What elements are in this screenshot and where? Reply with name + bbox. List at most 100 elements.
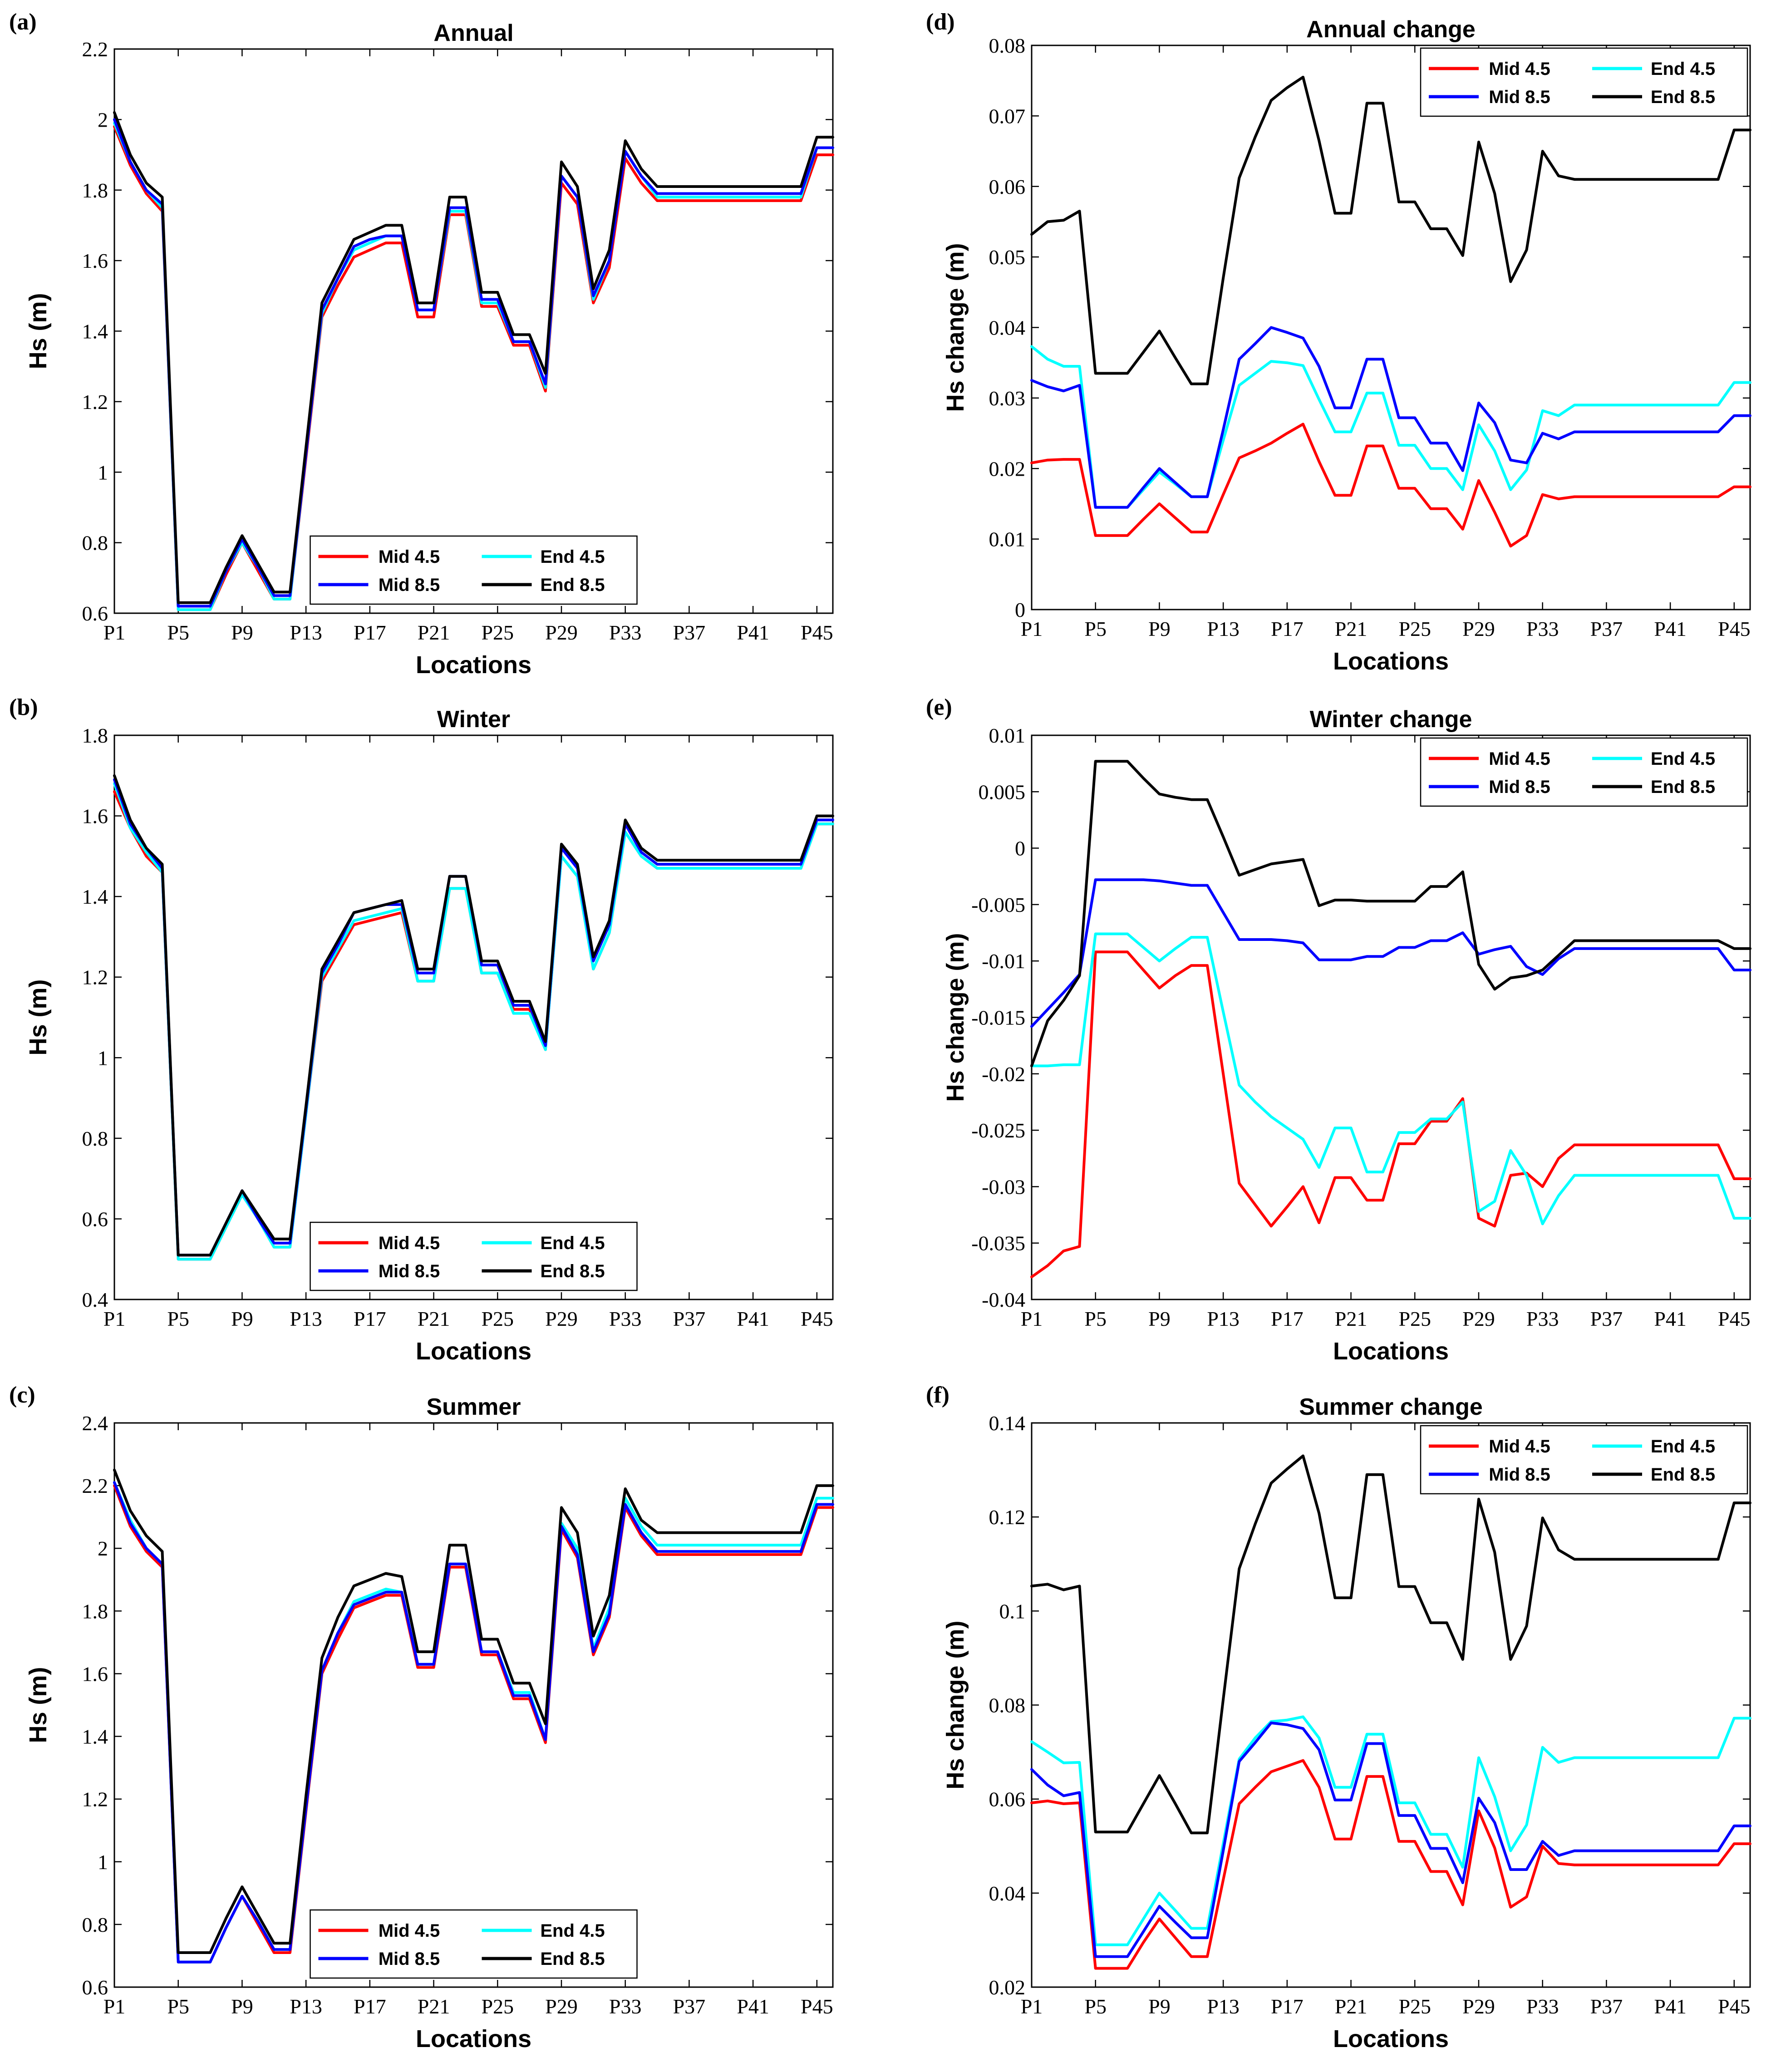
y-tick-label: 1.8 bbox=[82, 724, 108, 747]
series-line-mid-8-5 bbox=[113, 778, 834, 1257]
x-tick-label: P37 bbox=[1590, 1307, 1623, 1330]
y-axis-label: Hs (m) bbox=[25, 293, 52, 369]
x-tick-label: P45 bbox=[801, 1995, 833, 2018]
series-line-mid-4-5 bbox=[113, 1484, 834, 1964]
legend-label: Mid 4.5 bbox=[1489, 59, 1550, 79]
x-tick-label: P37 bbox=[673, 621, 706, 644]
x-tick-label: P1 bbox=[1021, 1995, 1043, 2018]
x-tick-label: P9 bbox=[1148, 617, 1171, 640]
y-tick-label: 0.02 bbox=[989, 457, 1026, 480]
x-tick-label: P17 bbox=[354, 1307, 386, 1330]
y-tick-label: 1.4 bbox=[82, 1725, 108, 1748]
x-tick-label: P29 bbox=[1462, 617, 1495, 640]
series-line-end-8-5 bbox=[113, 1468, 834, 1954]
series-line-end-4-5 bbox=[1030, 932, 1751, 1225]
y-tick-label: 0.4 bbox=[82, 1288, 108, 1311]
x-tick-label: P45 bbox=[1718, 1995, 1751, 2018]
panel-letter: (d) bbox=[926, 9, 955, 35]
x-tick-label: P5 bbox=[1084, 1995, 1107, 2018]
chart-panel-e: (e) Winter change -0.04 -0.035 -0.03 -0.025 -0… bbox=[926, 694, 1751, 1365]
legend-label: Mid 4.5 bbox=[1489, 749, 1550, 769]
chart-panel-c: (c) Summer 0.6 0.8 1 1.2 1.4 1.6 1.8 2 2.2 2.4 P1 P5 P… bbox=[9, 1382, 834, 2052]
y-tick-label: 0 bbox=[1015, 837, 1025, 860]
y-tick-label: -0.01 bbox=[982, 950, 1025, 973]
x-tick-label: P1 bbox=[1021, 617, 1043, 640]
x-tick-label: P25 bbox=[1398, 1995, 1431, 2018]
x-tick-label: P21 bbox=[1335, 1307, 1368, 1330]
series-line-mid-4-5 bbox=[1030, 1759, 1751, 1970]
chart-panel-f: (f) Summer change 0.02 0.04 0.06 0.08 0.1 0.12 0… bbox=[926, 1382, 1751, 2052]
y-tick-label: 1.2 bbox=[82, 1788, 108, 1811]
legend-label: End 8.5 bbox=[1651, 87, 1715, 107]
legend-box bbox=[310, 1909, 638, 1979]
series-line-end-4-5 bbox=[113, 782, 834, 1261]
x-tick-label: P5 bbox=[1084, 617, 1107, 640]
x-tick-label: P37 bbox=[1590, 1995, 1623, 2018]
panel-letter: (e) bbox=[926, 694, 952, 720]
legend-label: Mid 8.5 bbox=[1489, 1465, 1550, 1485]
legend-label: End 4.5 bbox=[1651, 749, 1715, 769]
legend-label: Mid 8.5 bbox=[379, 575, 440, 595]
y-tick-label: -0.02 bbox=[982, 1063, 1025, 1086]
x-tick-label: P21 bbox=[418, 1995, 450, 2018]
x-tick-label: P41 bbox=[1654, 1307, 1687, 1330]
legend-label: End 8.5 bbox=[540, 1949, 605, 1969]
legend: Mid 4.5 End 4.5 Mid 8.5 End 8.5 bbox=[1420, 1425, 1748, 1495]
y-tick-label: 0.06 bbox=[989, 175, 1026, 198]
axes-box bbox=[113, 734, 834, 1300]
y-tick-label: 2 bbox=[98, 1537, 108, 1560]
series-line-mid-8-5 bbox=[1030, 878, 1751, 1028]
x-tick-label: P45 bbox=[1718, 1307, 1751, 1330]
series-line-mid-4-5 bbox=[113, 790, 834, 1261]
axes-box bbox=[1031, 734, 1751, 1300]
y-tick-label: 2.2 bbox=[82, 1474, 108, 1497]
chart-title: Annual bbox=[433, 20, 513, 46]
y-tick-label: 1 bbox=[98, 461, 108, 484]
y-tick-label: 0.6 bbox=[82, 602, 108, 625]
x-tick-label: P21 bbox=[418, 1307, 450, 1330]
axes-box bbox=[1031, 1422, 1751, 1988]
y-tick-label: -0.025 bbox=[971, 1119, 1025, 1142]
x-tick-label: P25 bbox=[481, 621, 514, 644]
x-axis-label: Locations bbox=[416, 1338, 531, 1365]
y-tick-label: 0.07 bbox=[989, 104, 1026, 128]
axes-box bbox=[113, 48, 834, 614]
y-tick-label: 1.8 bbox=[82, 179, 108, 202]
chart-title: Winter change bbox=[1310, 706, 1472, 733]
y-tick-label: 0.12 bbox=[989, 1506, 1026, 1529]
y-tick-label: 0.005 bbox=[979, 780, 1026, 803]
x-tick-label: P41 bbox=[737, 1307, 769, 1330]
x-tick-label: P5 bbox=[167, 1307, 189, 1330]
panel-letter: (f) bbox=[926, 1382, 949, 1408]
y-tick-label: 1.6 bbox=[82, 805, 108, 828]
chart-title: Summer bbox=[426, 1394, 521, 1420]
x-tick-label: P13 bbox=[1207, 617, 1240, 640]
x-tick-label: P41 bbox=[737, 621, 769, 644]
y-axis-label: Hs change (m) bbox=[942, 1620, 969, 1789]
legend-label: Mid 4.5 bbox=[379, 1233, 440, 1253]
legend: Mid 4.5 End 4.5 Mid 8.5 End 8.5 bbox=[310, 1909, 638, 1979]
y-tick-label: -0.005 bbox=[971, 893, 1025, 916]
chart-title: Winter bbox=[437, 706, 510, 733]
y-tick-label: 0.01 bbox=[989, 724, 1026, 747]
legend-box bbox=[1420, 1425, 1748, 1495]
x-tick-label: P17 bbox=[1271, 1995, 1304, 2018]
x-tick-label: P1 bbox=[1021, 1307, 1043, 1330]
x-tick-label: P29 bbox=[545, 1995, 578, 2018]
y-tick-label: 0.02 bbox=[989, 1976, 1026, 1999]
x-axis-label: Locations bbox=[416, 2025, 531, 2052]
x-tick-label: P45 bbox=[1718, 617, 1751, 640]
x-axis-label: Locations bbox=[1333, 2025, 1449, 2052]
legend: Mid 4.5 End 4.5 Mid 8.5 End 8.5 bbox=[310, 535, 638, 605]
x-tick-label: P17 bbox=[1271, 1307, 1304, 1330]
x-tick-label: P37 bbox=[673, 1995, 706, 2018]
x-tick-label: P21 bbox=[418, 621, 450, 644]
legend-label: End 4.5 bbox=[540, 547, 605, 567]
x-axis-label: Locations bbox=[416, 651, 531, 679]
y-tick-label: 1.4 bbox=[82, 885, 108, 908]
x-tick-label: P13 bbox=[1207, 1307, 1240, 1330]
y-tick-label: 0.8 bbox=[82, 1913, 108, 1936]
legend-label: End 4.5 bbox=[540, 1233, 605, 1253]
legend-label: End 8.5 bbox=[1651, 1465, 1715, 1485]
